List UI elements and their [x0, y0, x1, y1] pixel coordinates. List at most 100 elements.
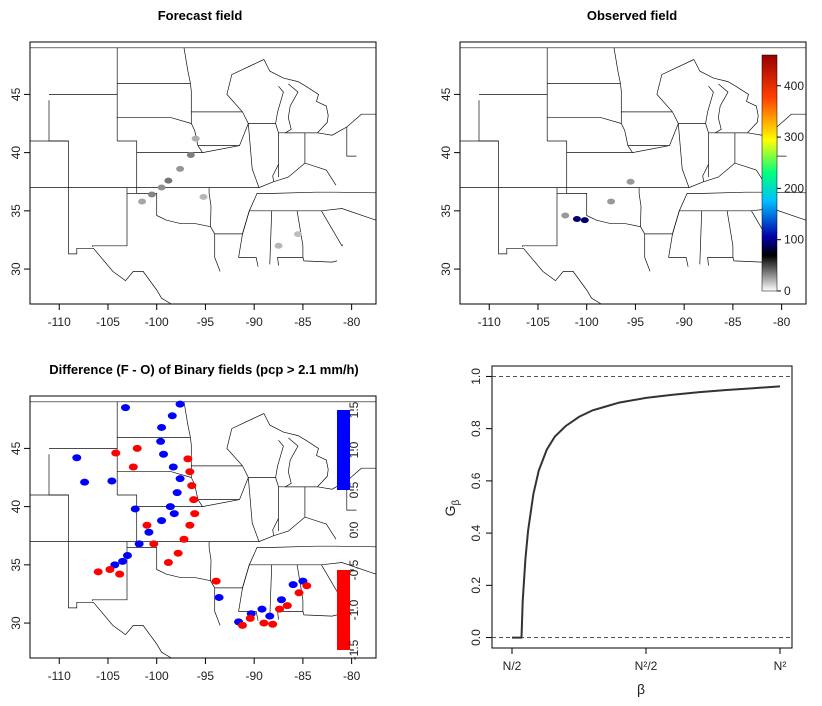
negative-difference-cell: [282, 602, 292, 610]
difference-blobs: [72, 400, 312, 629]
x-tick-label: N²: [774, 659, 787, 673]
x-tick-label: -90: [245, 669, 263, 683]
negative-difference-cell: [105, 566, 115, 574]
state-border-4: [460, 181, 704, 188]
forecast-title: Forecast field: [158, 8, 243, 23]
gbeta-x-ticks: N/2 N²/2 N²: [503, 648, 787, 673]
state-border-24: [302, 257, 338, 263]
state-border-20: [238, 233, 259, 267]
positive-difference-cell: [257, 605, 267, 613]
negative-difference-cell: [149, 540, 159, 548]
negative-difference-cell: [132, 444, 142, 452]
state-border-33: [263, 413, 329, 488]
positive-difference-cell: [159, 450, 169, 458]
colorbar-tick-label: 1.0: [347, 441, 361, 458]
positive-difference-cell: [157, 517, 167, 525]
state-border-29: [346, 127, 357, 157]
state-border-13: [208, 187, 212, 227]
colorbar-tick-label: 0: [784, 284, 791, 298]
y-tick-label: 45: [9, 87, 23, 101]
state-border-17: [226, 59, 265, 188]
state-border-30: [273, 162, 337, 186]
state-border-19: [214, 191, 377, 235]
positive-difference-cell: [157, 423, 167, 431]
state-border-29: [346, 481, 357, 511]
y-tick-label: 45: [9, 441, 23, 455]
observed-precip-cells: [561, 178, 635, 224]
y-tick-label: 1.0: [469, 368, 483, 385]
x-tick-label: -95: [197, 315, 215, 329]
state-border-8: [117, 401, 192, 478]
forecast-precip-cell: [191, 135, 200, 142]
negative-difference-cell: [185, 521, 195, 529]
colorbar-tick-label: 0.5: [347, 481, 361, 498]
state-border-8: [117, 47, 192, 124]
x-tick-label: -90: [675, 315, 693, 329]
state-border-34: [275, 439, 284, 478]
y-tick-label: 30: [9, 262, 23, 276]
colorbar-tick-label: 200: [784, 181, 804, 195]
negative-difference-cell: [179, 535, 189, 543]
observed-precip-cell: [561, 212, 570, 219]
state-border-17: [226, 413, 265, 542]
observed-y-ticks: 30 35 40 45: [439, 87, 460, 276]
x-tick-label: -100: [145, 315, 169, 329]
observed-frame: [459, 41, 807, 305]
forecast-precip-cell: [176, 165, 185, 172]
positive-difference-cell: [168, 463, 178, 471]
positive-difference-cell: [156, 437, 166, 445]
forecast-precip-cell: [147, 191, 156, 198]
positive-difference-cell: [214, 593, 224, 601]
state-border-17: [656, 59, 695, 188]
state-border-31: [702, 164, 709, 182]
y-tick-label: 30: [439, 262, 453, 276]
y-tick-label: 35: [9, 204, 23, 218]
state-border-20: [238, 587, 259, 621]
observed-x-ticks: -110 -105 -100 -95 -90 -85 -80: [478, 304, 791, 329]
observed-precip-cell: [607, 198, 616, 205]
y-tick-label: 40: [9, 146, 23, 160]
x-tick-label: -95: [197, 669, 215, 683]
observed-colorbar-ticks: 0 100 200 300 400: [777, 79, 804, 298]
negative-difference-cell: [211, 577, 221, 585]
state-border-11: [522, 187, 558, 247]
difference-y-ticks: 30 35 40 45: [9, 441, 30, 630]
forecast-precip-cell: [274, 242, 283, 249]
negative-difference-cell: [237, 621, 247, 629]
state-border-10: [136, 541, 221, 626]
panel-gbeta: N/2 N²/2 N² 0.0 0.2 0.4 0.6 0.8 1.0 β Gβ: [442, 365, 793, 697]
forecast-precip-cell: [199, 193, 208, 200]
difference-title: Difference (F - O) of Binary fields (pcp…: [49, 362, 359, 377]
colorbar-tick-label: -1.0: [347, 599, 361, 620]
negative-difference-cell: [294, 589, 304, 597]
state-border-25: [321, 210, 344, 247]
colorbar-tick-label: -1.5: [347, 639, 361, 660]
state-border-21: [672, 208, 807, 234]
x-tick-label: -105: [526, 315, 550, 329]
forecast-map-borders: [30, 47, 377, 305]
state-border-32: [275, 123, 279, 133]
colorbar-tick-label: -0.5: [347, 559, 361, 580]
panel-forecast: Forecast field -110 -105 -100 -95 -90 -85 -80 …: [9, 8, 377, 329]
colorbar-tick-label: 400: [784, 79, 804, 93]
observed-colorbar: [761, 54, 778, 292]
positive-difference-cell: [134, 540, 144, 548]
state-border-13: [208, 541, 212, 581]
state-border-34: [275, 85, 284, 124]
state-border-3: [48, 454, 172, 659]
forecast-precip-cell: [164, 177, 173, 184]
positive-difference-cell: [172, 489, 182, 497]
state-border-8: [547, 47, 622, 124]
observed-precip-cell: [572, 215, 581, 222]
x-tick-label: -110: [48, 669, 71, 683]
panel-difference: Difference (F - O) of Binary fields (pcp…: [9, 362, 377, 683]
positive-difference-cell: [130, 505, 140, 513]
x-tick-label: -80: [343, 315, 361, 329]
positive-difference-cell: [110, 561, 120, 569]
negative-difference-cell: [185, 468, 195, 476]
negative-difference-cell: [93, 568, 103, 576]
negative-difference-cell: [111, 449, 121, 457]
y-tick-label: 45: [439, 87, 453, 101]
negative-difference-cell: [183, 455, 193, 463]
